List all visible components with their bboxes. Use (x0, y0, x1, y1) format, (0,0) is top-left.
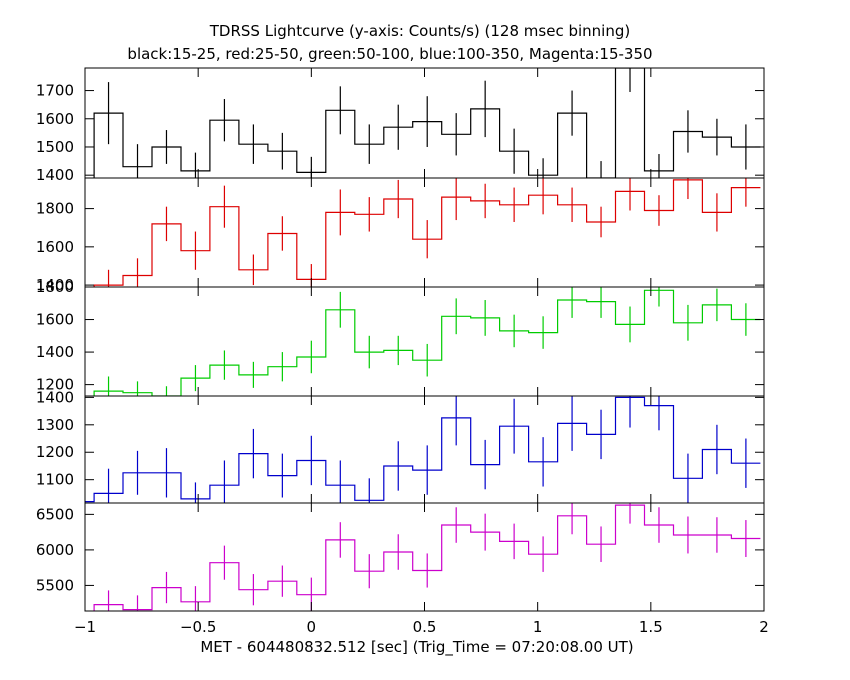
x-tick-label: 1 (533, 618, 543, 636)
y-tick-label: 1600 (36, 238, 74, 256)
y-tick-label: 6500 (36, 505, 74, 523)
x-tick-label: 2 (759, 618, 769, 636)
y-tick-label: 1700 (36, 82, 74, 100)
y-tick-label: 1200 (36, 443, 74, 461)
y-tick-label: 1200 (36, 376, 74, 394)
x-tick-label: −0.5 (180, 618, 216, 636)
y-tick-label: 6000 (36, 541, 74, 559)
step-line (93, 504, 761, 611)
panel-2: 1400 1600 1800 (36, 177, 765, 294)
step-line (85, 396, 761, 503)
series-1 (93, 68, 761, 178)
series-5 (93, 503, 761, 611)
chart-subtitle: black:15-25, red:25-50, green:50-100, bl… (127, 45, 653, 63)
y-tick-label: 5500 (36, 576, 74, 594)
x-tick-label: 1.5 (639, 618, 663, 636)
panel-frame (84, 286, 765, 397)
y-tick-label: 1800 (36, 200, 74, 218)
series-3 (93, 287, 761, 396)
y-tick-label: 1400 (36, 388, 74, 406)
y-tick-label: 1600 (36, 110, 74, 128)
panel-1: 1400 1500 1600 1700 (36, 67, 765, 184)
chart-title: TDRSS Lightcurve (y-axis: Counts/s) (128… (209, 22, 631, 40)
panels-layer: 1400150016001700140016001800120014001600… (36, 67, 765, 612)
x-axis: −1 −0.5 0 0.5 1 1.5 2 (74, 618, 769, 636)
step-line (93, 68, 761, 178)
y-tick-label: 1400 (36, 166, 74, 184)
y-tick-label: 1600 (36, 311, 74, 329)
x-tick-label: −1 (74, 618, 96, 636)
y-tick-label: 1300 (36, 416, 74, 434)
x-tick-label: 0.5 (413, 618, 437, 636)
x-tick-label: 0 (307, 618, 317, 636)
panel-5: 5500 6000 6500 (36, 502, 765, 612)
y-tick-label: 1100 (36, 471, 74, 489)
step-line (93, 289, 761, 396)
y-tick-label: 1500 (36, 138, 74, 156)
panel-frame (84, 177, 765, 288)
panel-frame (84, 67, 765, 179)
y-tick-label: 1800 (36, 278, 74, 296)
panel-frame (84, 502, 765, 612)
y-tick-label: 1400 (36, 343, 74, 361)
step-line (93, 179, 761, 287)
x-axis-label: MET - 604480832.512 [sec] (Trig_Time = 0… (200, 638, 634, 656)
series-4 (85, 396, 761, 503)
panel-frame (84, 395, 765, 504)
series-2 (93, 178, 761, 287)
panel-3: 1200 1400 1600 1800 (36, 278, 765, 397)
panel-4: 1100 1200 1300 1400 (36, 388, 765, 504)
y-tick-label: 1400 (36, 276, 74, 294)
